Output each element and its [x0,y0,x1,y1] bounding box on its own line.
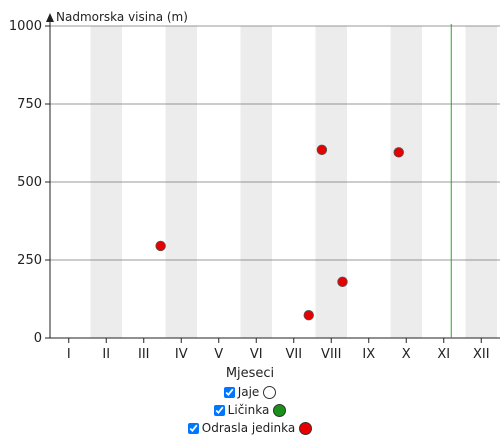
x-tick-label-xii: XII [473,347,490,362]
x-tick-label-x: X [402,347,411,362]
x-tick-label-iv: IV [175,347,188,362]
x-tick-label-vii: VII [285,347,302,362]
legend-label-licinka: Ličinka [227,403,270,417]
data-point-2-3 [337,276,348,288]
x-tick-label-viii: VIII [321,347,341,362]
data-points [155,144,404,321]
x-axis-ticks: I II III IV V VI VII VIII IX X XI XII [67,338,490,362]
y-tick-label-750: 750 [17,97,42,112]
y-tick-label-500: 500 [17,175,42,190]
gridlines [50,25,500,339]
x-tick-label-xi: XI [437,347,450,362]
legend-item-licinka[interactable]: Ličinka [0,401,500,419]
legend-item-jaje[interactable]: Jaje [0,383,500,401]
y-tick-label-0: 0 [34,331,42,346]
legend-checkbox-licinka[interactable] [213,404,225,416]
x-tick-label-i: I [67,347,71,362]
x-tick-label-vi: VI [250,347,263,362]
x-tick-label-ix: IX [362,347,375,362]
legend-label-odrasla-jedinka: Odrasla jedinka [201,421,296,435]
x-tick-label-ii: II [102,347,110,362]
legend: Mjeseci Jaje Ličinka Odrasla jedinka [0,366,500,437]
legend-swatch-odrasla-jedinka [299,421,313,435]
legend-swatch-licinka [273,403,287,417]
legend-checkbox-jaje[interactable] [223,386,235,398]
legend-swatch-jaje [263,385,277,399]
x-axis-title: Mjeseci [225,366,275,381]
y-tick-label-1000: 1000 [9,19,42,34]
data-point-2-1 [303,310,314,321]
y-axis-arrow [46,13,54,22]
data-point-2-0 [155,240,166,252]
axes [46,13,54,338]
data-point-2-2 [316,144,328,156]
data-point-2-4 [393,147,404,158]
y-axis-title: Nadmorska visina (m) [56,10,188,24]
y-axis-ticks: 0 250 500 750 1000 [9,19,50,346]
x-tick-label-v: V [214,347,223,362]
legend-item-odrasla-jedinka[interactable]: Odrasla jedinka [0,419,500,437]
y-tick-label-250: 250 [17,253,42,268]
x-tick-label-iii: III [138,347,150,362]
legend-label-jaje: Jaje [237,385,260,399]
legend-checkbox-odrasla-jedinka[interactable] [187,422,199,434]
